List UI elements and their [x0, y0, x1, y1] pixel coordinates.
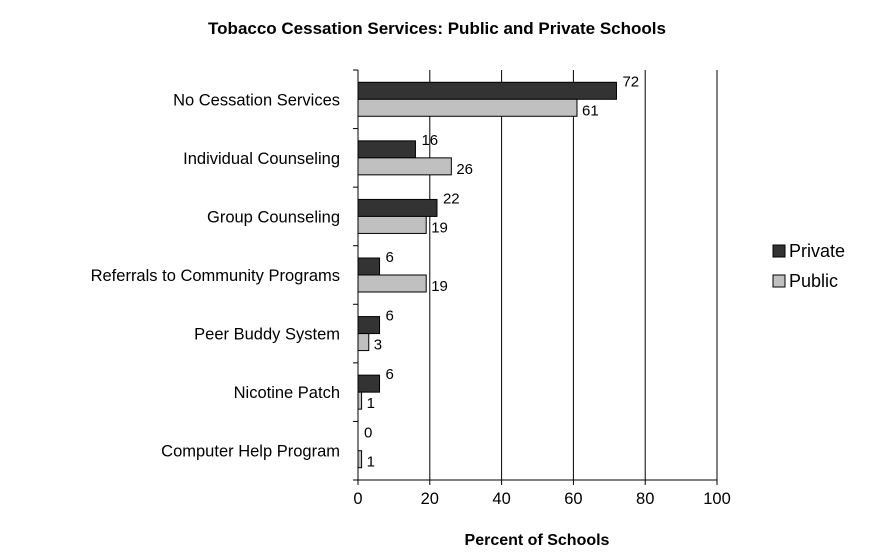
- category-label: Individual Counseling: [183, 150, 340, 168]
- data-label-private: 72: [622, 73, 639, 90]
- category-label: Peer Buddy System: [194, 326, 340, 344]
- category-label: Nicotine Patch: [234, 384, 340, 402]
- bar-public: [357, 215, 427, 234]
- legend: Private Public: [761, 232, 862, 300]
- legend-swatch: [772, 244, 786, 258]
- bar-private: [357, 374, 381, 393]
- x-tick-label: 0: [353, 490, 362, 508]
- category-label: No Cessation Services: [173, 91, 340, 109]
- bar-private: [357, 257, 381, 276]
- category-label: Referrals to Community Programs: [91, 267, 340, 285]
- data-label-private: 6: [386, 366, 394, 383]
- bar-public: [357, 391, 363, 410]
- data-label-public: 26: [456, 161, 473, 178]
- data-label-public: 61: [582, 102, 599, 119]
- category-label: Computer Help Program: [161, 443, 340, 461]
- bar-private: [357, 316, 381, 335]
- data-label-public: 19: [431, 278, 448, 295]
- data-label-public: 3: [374, 337, 382, 354]
- legend-swatch: [772, 274, 786, 288]
- data-label-private: 22: [443, 190, 460, 207]
- x-axis-title: Percent of Schools: [465, 532, 610, 549]
- x-tick-label: 80: [636, 490, 654, 508]
- data-label-private: 6: [386, 249, 394, 266]
- bar-public: [357, 450, 363, 469]
- data-label-public: 19: [431, 219, 448, 236]
- bar-public: [357, 157, 452, 176]
- bar-private: [357, 140, 416, 159]
- chart-title: Tobacco Cessation Services: Public and P…: [208, 19, 666, 38]
- x-tick-label: 100: [703, 490, 731, 508]
- bar-private: [357, 198, 438, 217]
- x-tick-label: 60: [564, 490, 582, 508]
- bar-public: [357, 274, 427, 293]
- x-tick-label: 40: [492, 490, 510, 508]
- bar-public: [357, 98, 578, 117]
- data-label-public: 1: [367, 454, 375, 471]
- bar-public: [357, 333, 370, 352]
- data-label-public: 1: [367, 395, 375, 412]
- data-label-private: 6: [386, 308, 394, 325]
- legend-label: Private: [789, 241, 845, 261]
- data-label-private: 0: [364, 425, 372, 442]
- legend-label: Public: [789, 271, 838, 291]
- legend-box: [761, 232, 862, 300]
- data-label-private: 16: [421, 132, 438, 149]
- x-tick-label: 20: [421, 490, 439, 508]
- category-label: Group Counseling: [207, 208, 340, 226]
- bar-private: [357, 81, 617, 100]
